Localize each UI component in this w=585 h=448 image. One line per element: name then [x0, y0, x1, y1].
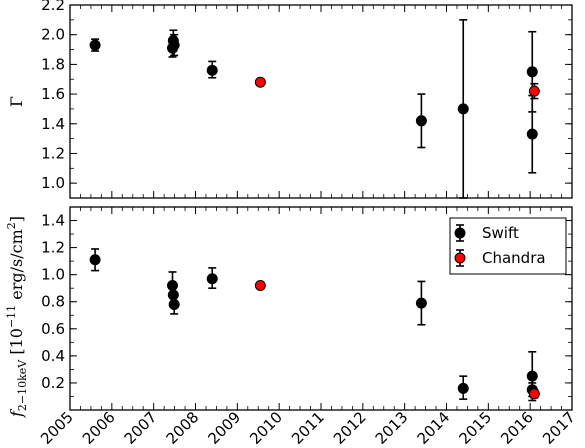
data-point-chandra: [254, 76, 266, 88]
ylabel-f: f: [7, 408, 26, 418]
ylabel-bracket-close: ]: [7, 216, 26, 222]
xtick-label: 2006: [79, 408, 119, 448]
xtick-label: 2005: [37, 408, 77, 448]
ytick-label: 1.2: [41, 144, 65, 162]
ticks-top: [69, 4, 573, 199]
data-point-swift: [526, 66, 538, 78]
xtick-label: 2013: [372, 408, 412, 448]
legend-label-chandra: Chandra: [482, 249, 546, 267]
ylabel-sub: 2−10keV: [16, 359, 29, 411]
ytick-label: 2.2: [41, 0, 65, 14]
xtick-label: 2012: [330, 408, 370, 448]
ytick-label: 1.4: [41, 212, 65, 230]
ylabel-bracket-open: [10: [7, 328, 26, 360]
xtick-label: 2017: [539, 408, 579, 448]
legend-frame: [449, 217, 567, 275]
data-point-swift: [415, 115, 427, 127]
xtick-label: 2010: [246, 408, 286, 448]
xticklabels-bottom: 2005 2006 2007 2008 2009 2010 2011 2012 2013 2014…: [37, 408, 579, 448]
frame-top: [69, 4, 573, 199]
legend: Swift Chandra: [449, 217, 567, 275]
data-point-swift: [206, 64, 218, 76]
data-point-swift: [168, 298, 180, 310]
data-point-swift: [457, 382, 469, 394]
ytick-label: 1.2: [41, 239, 65, 257]
ytick-label: 1.0: [41, 266, 65, 284]
marks-bottom: [89, 248, 540, 402]
ylabel-unit-exp: 2: [5, 222, 18, 229]
xtick-label: 2016: [497, 408, 537, 448]
data-point-chandra: [528, 388, 540, 400]
legend-marker-chandra: [454, 252, 466, 264]
ylabel-top: Γ: [7, 96, 26, 107]
data-point-swift: [89, 254, 101, 266]
xtick-label: 2011: [288, 408, 328, 448]
data-point-chandra: [528, 85, 540, 97]
ytick-label: 1.8: [41, 55, 65, 73]
data-point-swift: [206, 273, 218, 285]
ticks-bottom: [69, 206, 573, 411]
xtick-label: 2014: [414, 408, 454, 448]
ytick-label: 0.8: [41, 293, 65, 311]
xtick-label: 2015: [455, 408, 495, 448]
data-point-swift: [457, 103, 469, 115]
ytick-label: 0.6: [41, 320, 65, 338]
data-point-chandra: [254, 279, 266, 291]
panel-bottom: 0.20.40.60.81.01.21.4 2005 2006 2007 2008 20…: [5, 206, 579, 448]
data-point-swift: [526, 370, 538, 382]
legend-marker-swift: [454, 227, 466, 239]
marks-top: [89, 19, 540, 199]
data-point-swift: [166, 279, 178, 291]
yticklabels-top: 1.0 1.2 1.4 1.6 1.8 2.0 2.2: [41, 0, 65, 192]
data-point-swift: [167, 289, 179, 301]
xtick-label: 2008: [163, 408, 203, 448]
ytick-label: 0.4: [41, 347, 65, 365]
data-point-swift: [526, 128, 538, 140]
data-point-swift: [89, 39, 101, 51]
data-point-swift: [168, 39, 180, 51]
ytick-label: 1.6: [41, 85, 65, 103]
legend-label-swift: Swift: [482, 224, 519, 242]
ytick-label: 1.0: [41, 174, 65, 192]
ylabel-exp: −11: [5, 305, 18, 328]
panel-top: 1.0 1.2 1.4 1.6 1.8 2.0 2.2 Γ: [7, 0, 573, 199]
ytick-label: 2.0: [41, 26, 65, 44]
ylabel-unit: erg/s/cm: [7, 229, 26, 305]
xtick-label: 2009: [204, 408, 244, 448]
yticklabels-bottom: 0.2 0.4 0.6 0.8 1.0 1.2 1.4: [41, 212, 65, 392]
data-point-swift: [415, 297, 427, 309]
ytick-label: 0.2: [41, 374, 65, 392]
ylabel-bottom: f2−10keV [10−11 erg/s/cm2]: [5, 216, 29, 418]
xtick-label: 2007: [121, 408, 161, 448]
ytick-label: 1.4: [41, 115, 65, 133]
